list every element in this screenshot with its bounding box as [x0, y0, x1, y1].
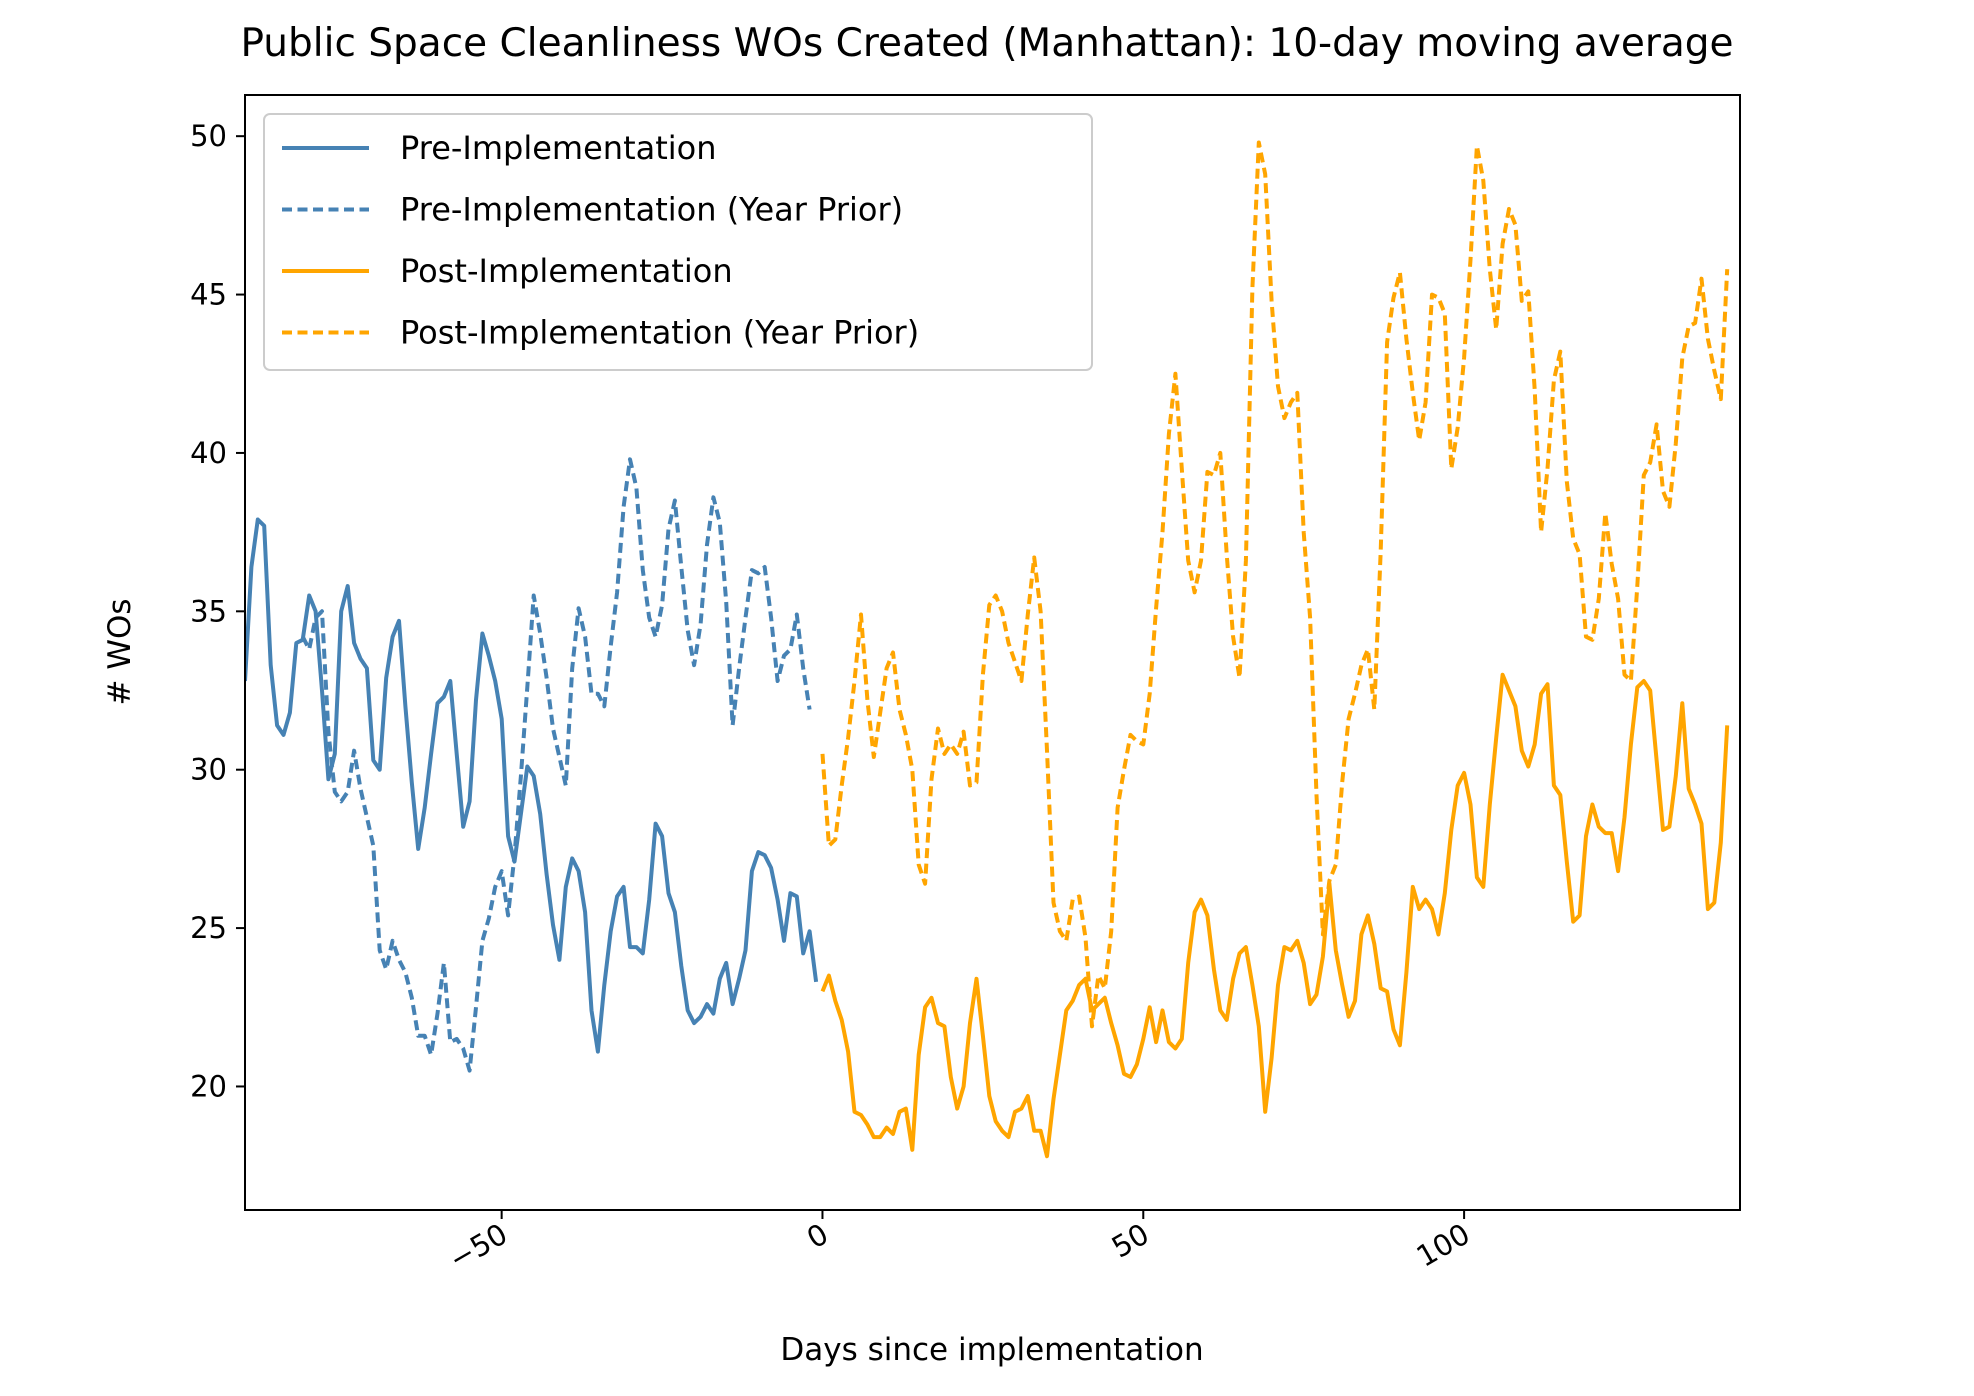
y-tick-label: 40: [190, 436, 227, 470]
chart-title: Public Space Cleanliness WOs Created (Ma…: [240, 21, 1733, 66]
legend-box: [263, 113, 1093, 371]
y-tick-label: 30: [190, 753, 227, 787]
y-tick-label: 25: [190, 911, 227, 945]
series-line-pre-implementation-year-prior: [300, 457, 812, 1073]
legend: Pre-Implementation Pre-Implementation (Ye…: [263, 113, 1093, 371]
legend-label-post-implementation: Post-Implementation: [400, 252, 733, 290]
legend-label-pre-implementation-year-prior: Pre-Implementation (Year Prior): [400, 191, 903, 229]
legend-label-post-implementation-year-prior: Post-Implementation (Year Prior): [400, 314, 919, 352]
x-tick-label: 0: [801, 1217, 834, 1256]
y-tick-label: 45: [190, 278, 227, 312]
series-line-post-implementation: [820, 672, 1730, 1159]
x-axis-label: Days since implementation: [780, 1332, 1203, 1368]
series-line-post-implementation-year-prior: [820, 140, 1730, 1029]
series-line-pre-implementation: [245, 517, 819, 1054]
x-tick-label: 50: [1106, 1217, 1155, 1265]
y-tick-label: 50: [190, 119, 227, 153]
y-tick-label: 35: [190, 594, 227, 628]
x-tick-label: 100: [1411, 1217, 1476, 1274]
x-tick-label: −50: [443, 1217, 513, 1277]
legend-label-pre-implementation: Pre-Implementation: [400, 129, 717, 167]
y-tick-label: 20: [190, 1069, 227, 1103]
plot-area: [245, 140, 1730, 1159]
y-axis-label: # WOs: [102, 598, 138, 705]
axes-frame: [244, 94, 1741, 1211]
